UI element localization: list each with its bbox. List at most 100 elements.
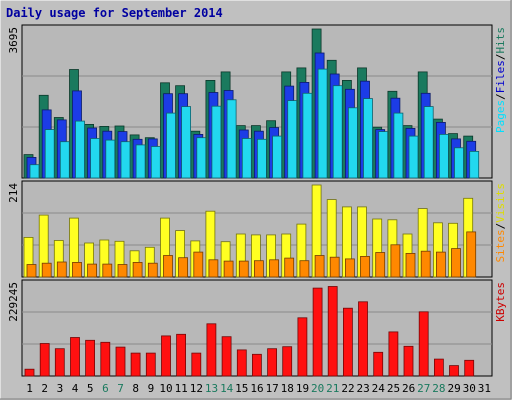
bar-pages-day-17 — [272, 135, 283, 179]
bar-pages-day-16 — [256, 138, 267, 179]
bar-kbytes-day-19 — [297, 317, 308, 377]
bar-pages-day-10 — [166, 112, 176, 179]
bar-kbytes-day-6 — [100, 341, 111, 377]
day-label-5: 5 — [87, 382, 94, 395]
bar-kbytes-day-13 — [206, 323, 217, 377]
day-label-9: 9 — [148, 382, 155, 395]
day-label-24: 24 — [372, 382, 386, 395]
bar-kbytes-day-18 — [282, 346, 293, 377]
bar-kbytes-day-12 — [191, 352, 202, 377]
bar-sites-day-12 — [193, 251, 204, 278]
bar-sites-day-26 — [405, 252, 416, 278]
bar-pages-day-19 — [302, 92, 313, 179]
bar-sites-day-9 — [147, 262, 158, 278]
legend-visits-part: / — [494, 223, 507, 230]
day-label-11: 11 — [175, 382, 188, 395]
day-label-18: 18 — [281, 382, 294, 395]
bar-sites-day-20 — [314, 255, 325, 278]
bar-pages-day-2 — [44, 129, 55, 179]
ymax-label-kbytes: 229245 — [7, 282, 20, 322]
bar-pages-day-12 — [196, 137, 207, 179]
bar-kbytes-day-21 — [327, 286, 338, 377]
panel-kbytes: 229245 KBytes — [7, 279, 507, 377]
bar-pages-day-5 — [90, 138, 100, 179]
bar-sites-day-13 — [208, 259, 219, 278]
bar-pages-day-27 — [423, 106, 434, 179]
bar-sites-day-3 — [56, 261, 67, 278]
bar-pages-day-21 — [332, 85, 343, 179]
day-label-20: 20 — [311, 382, 324, 395]
day-label-23: 23 — [356, 382, 369, 395]
bar-sites-day-8 — [132, 261, 143, 278]
bar-sites-day-15 — [238, 260, 249, 278]
bar-kbytes-day-30 — [464, 359, 475, 377]
bar-pages-day-1 — [29, 164, 40, 179]
series-label-visits: Sites/Visits — [494, 183, 507, 263]
bar-kbytes-day-16 — [251, 353, 262, 377]
bar-pages-day-28 — [438, 133, 449, 179]
day-label-2: 2 — [41, 382, 48, 395]
legend-hits-part: / — [494, 93, 507, 100]
legend-hits-part: Hits — [494, 27, 507, 54]
bar-kbytes-day-7 — [115, 346, 126, 377]
bar-pages-day-26 — [408, 135, 419, 179]
bar-kbytes-day-23 — [358, 301, 368, 377]
bar-sites-day-11 — [178, 257, 189, 278]
bar-pages-day-7 — [120, 141, 131, 179]
ymax-label-hits: 3695 — [7, 27, 20, 54]
day-label-7: 7 — [117, 382, 124, 395]
bar-pages-day-6 — [105, 139, 116, 179]
bar-kbytes-day-3 — [54, 348, 65, 377]
bar-sites-day-17 — [269, 259, 280, 278]
day-label-29: 29 — [447, 382, 460, 395]
day-label-8: 8 — [132, 382, 139, 395]
bar-kbytes-day-22 — [342, 307, 353, 377]
bar-pages-day-13 — [211, 105, 222, 179]
bar-kbytes-day-25 — [388, 331, 399, 377]
bar-kbytes-day-26 — [403, 345, 414, 377]
bar-kbytes-day-11 — [176, 333, 187, 377]
bar-pages-day-22 — [347, 107, 358, 179]
bar-pages-day-18 — [287, 100, 298, 179]
legend-hits-part: Pages — [494, 100, 507, 133]
day-label-21: 21 — [326, 382, 339, 395]
day-label-19: 19 — [296, 382, 309, 395]
bar-pages-day-23 — [363, 98, 373, 179]
bar-pages-day-20 — [317, 68, 328, 179]
day-label-31: 31 — [478, 382, 491, 395]
day-label-10: 10 — [159, 382, 172, 395]
day-label-15: 15 — [235, 382, 248, 395]
bar-sites-day-16 — [253, 260, 264, 278]
bar-kbytes-day-8 — [130, 352, 141, 377]
legend-visits-part: Sites — [494, 229, 507, 262]
bar-kbytes-day-15 — [236, 349, 247, 377]
bar-sites-day-2 — [41, 262, 52, 278]
bar-pages-day-25 — [393, 112, 404, 179]
day-label-25: 25 — [387, 382, 400, 395]
bar-pages-day-11 — [181, 106, 192, 179]
bar-sites-day-7 — [117, 264, 128, 278]
bar-kbytes-day-9 — [145, 352, 156, 377]
bar-kbytes-day-28 — [433, 358, 444, 377]
day-label-22: 22 — [341, 382, 354, 395]
bar-pages-day-29 — [454, 147, 464, 179]
bar-pages-day-3 — [59, 141, 70, 179]
bar-kbytes-day-4 — [70, 337, 80, 377]
bar-sites-day-27 — [420, 250, 431, 278]
bar-sites-day-1 — [26, 264, 37, 278]
bar-pages-day-4 — [75, 120, 85, 179]
bar-kbytes-day-5 — [85, 339, 95, 377]
legend-visits-part: Visits — [494, 183, 507, 223]
legend-hits-part: / — [494, 54, 507, 61]
bar-sites-day-6 — [102, 263, 113, 278]
bar-sites-day-5 — [87, 263, 97, 278]
bar-sites-day-4 — [72, 261, 82, 278]
bar-kbytes-day-14 — [221, 336, 232, 377]
bar-sites-day-25 — [390, 244, 401, 278]
x-axis-day-labels: 1 2 3 4 5 6 7 8 9 10 11 12 13 14 15 16 17 18 19 20 21 22 23 24 2… — [26, 382, 491, 395]
bar-pages-day-15 — [241, 138, 252, 179]
day-label-27: 27 — [417, 382, 430, 395]
bar-kbytes-day-2 — [39, 343, 50, 377]
bar-sites-day-24 — [375, 252, 386, 278]
